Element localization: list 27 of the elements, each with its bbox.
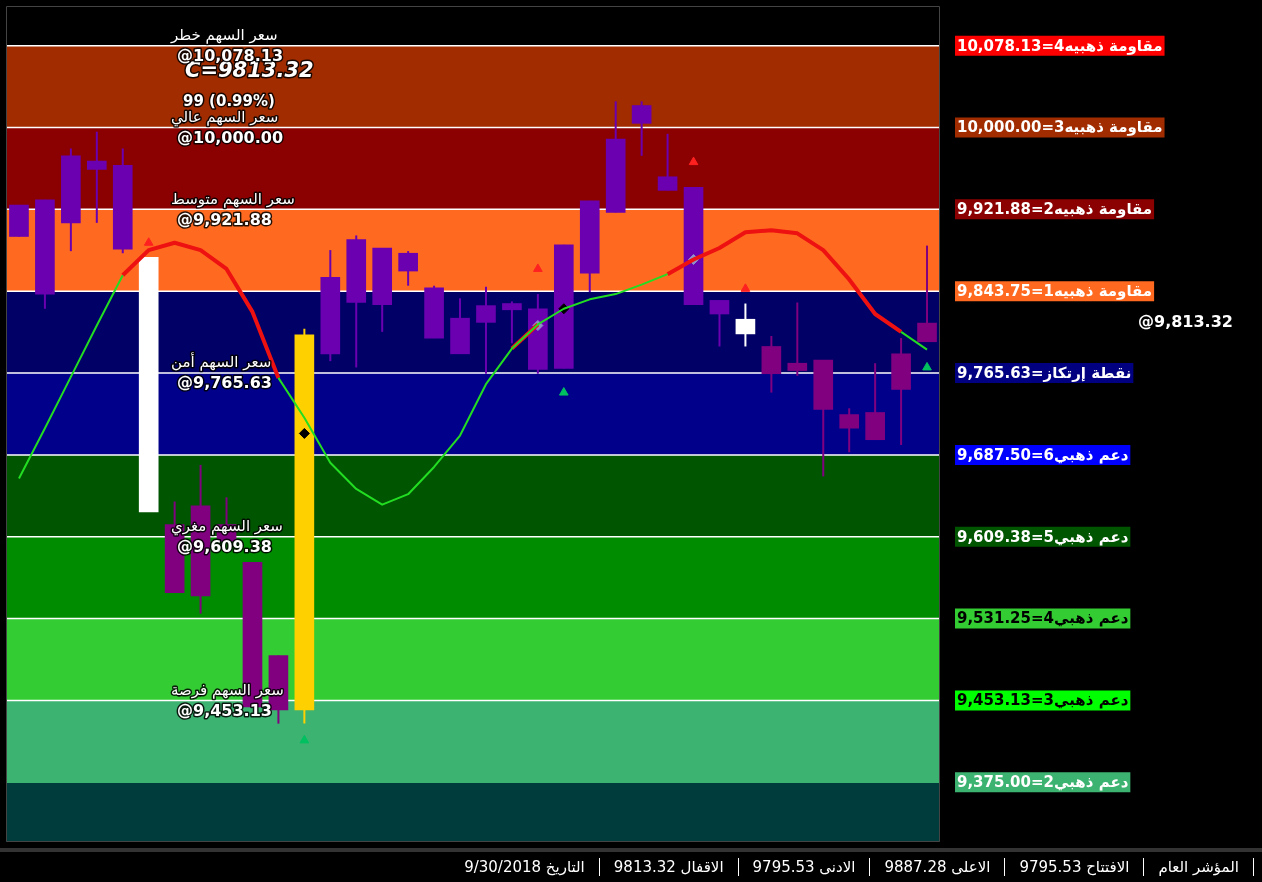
- annotation: سعر السهم مغري: [171, 517, 283, 537]
- text: المؤشر العام: [1144, 858, 1254, 876]
- y-tick-label: @10,000.00: [177, 127, 284, 147]
- text: الاعلى 9887.28: [870, 858, 1006, 876]
- y-tick-label: @9,765.63: [177, 373, 272, 393]
- text: الاقفال 9813.32: [599, 858, 739, 876]
- text: 99 (0.99%): [183, 91, 275, 110]
- annotation: سعر السهم متوسط: [171, 189, 295, 208]
- y-tick-label: @9,453.13: [177, 700, 272, 720]
- ref-line-label: مقاومة ذهبيه2=9,921.88: [956, 200, 1153, 219]
- text: الافتتاح 9795.53: [1005, 858, 1145, 876]
- ref-line-label: مقاومة ذهبيه3=10,000.00: [956, 118, 1163, 137]
- text: @9,813.32: [1138, 312, 1233, 332]
- ref-line-label: دعم ذهبي2=9,375.00: [956, 773, 1129, 792]
- text: التاريخ 9/30/2018: [450, 858, 600, 876]
- annotation: سعر السهم خطر: [170, 26, 278, 45]
- ref-line-label: دعم ذهبي6=9,687.50: [956, 445, 1129, 464]
- annotation: سعر السهم أمن: [171, 352, 272, 372]
- ref-line-label: دعم ذهبي4=9,531.25: [956, 609, 1129, 628]
- y-tick-label: @9,921.88: [177, 209, 272, 229]
- y-tick-label: @9,609.38: [177, 536, 272, 556]
- ref-line-label: نقطة إرتكاز=9,765.63: [956, 363, 1132, 382]
- ref-line-label: دعم ذهبي3=9,453.13: [956, 691, 1129, 710]
- text: الادنى 9795.53: [738, 858, 871, 876]
- ref-line-label: دعم ذهبي5=9,609.38: [956, 527, 1129, 546]
- ref-line-label: مقاومة ذهبيه1=9,843.75: [956, 282, 1153, 301]
- ref-line-label: مقاومة ذهبيه4=10,078.13: [956, 36, 1163, 55]
